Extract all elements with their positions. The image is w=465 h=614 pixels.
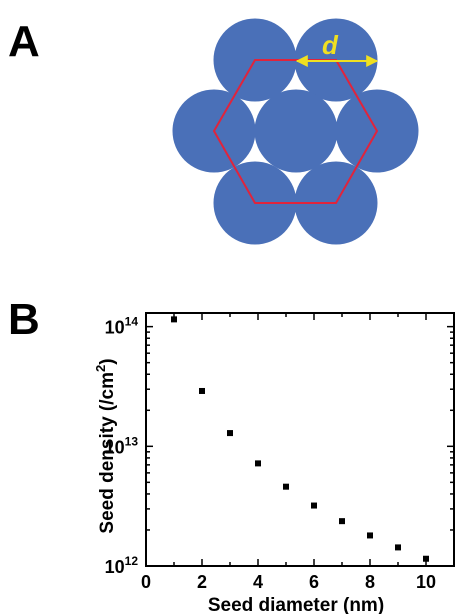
diameter-label: d: [322, 30, 339, 60]
data-points: [171, 316, 429, 562]
data-point: [423, 555, 429, 562]
panel-a-label: A: [8, 17, 40, 66]
axes-frame: [145, 312, 455, 567]
data-point: [199, 387, 205, 394]
x-tick-label: 4: [253, 572, 263, 592]
y-tick-label: 1013: [105, 434, 139, 457]
y-tick-label: 1014: [105, 315, 139, 338]
x-tick-label: 6: [309, 572, 319, 592]
data-point: [367, 532, 373, 539]
x-tick-label: 2: [197, 572, 207, 592]
data-point: [283, 483, 289, 490]
y-tick-label: 1012: [105, 554, 139, 577]
plot-frame: [145, 312, 455, 567]
seed-packing-diagram: d: [172, 18, 419, 245]
axis-ticks: [145, 313, 455, 567]
seed-circle-center: [254, 89, 338, 173]
tick-labels: 0 2 4 6 8 10 1012 1013 1014: [105, 315, 436, 592]
x-tick-label: 10: [416, 572, 436, 592]
data-point: [171, 316, 177, 323]
x-axis-label: Seed diameter (nm): [208, 595, 384, 614]
x-tick-label: 8: [365, 572, 375, 592]
data-point: [311, 502, 317, 509]
y-axis-label: Seed density (/cm2): [93, 358, 118, 533]
data-point: [339, 518, 345, 525]
panel-b-label: B: [8, 295, 40, 344]
x-tick-label: 0: [141, 572, 151, 592]
data-point: [227, 430, 233, 437]
data-point: [395, 544, 401, 551]
data-point: [255, 460, 261, 467]
